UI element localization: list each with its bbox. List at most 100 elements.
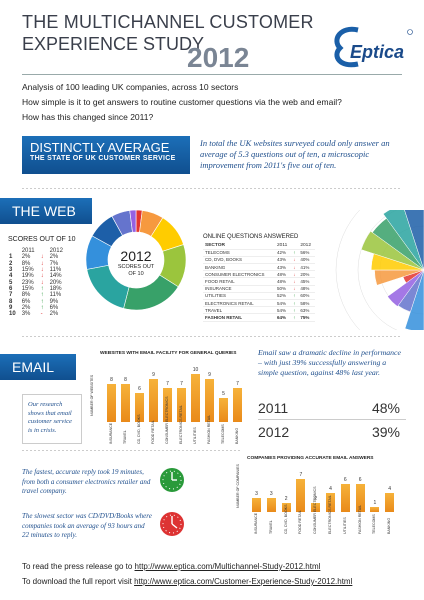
decline-note: Email saw a dramatic decline in performa…: [258, 348, 401, 377]
scores-cell-score: 3: [9, 267, 13, 274]
section-divider-2: [22, 336, 402, 337]
scores-cell-score: 4: [9, 273, 13, 280]
online-cell-arrow: ↑: [291, 249, 299, 257]
table-row: CONSUMER ELECTRONICS 48% ↓ 20%: [203, 270, 315, 279]
rose-slice-fashion-retail: [404, 210, 424, 271]
online-cell-2011: 50%: [275, 285, 292, 293]
bar-value-label: 8: [124, 376, 127, 383]
report-link[interactable]: http://www.eptica.com/Customer-Experienc…: [134, 577, 353, 586]
section-divider: [22, 188, 402, 189]
bar-value-label: 9: [208, 371, 211, 378]
online-cell-arrow: ↓: [291, 285, 299, 293]
scores-cell-2011: 15%: [21, 267, 34, 274]
bar-category-label: CONSUMER ELECTRONICS: [313, 486, 318, 534]
scores-cell-arrow: ↓: [40, 254, 44, 261]
scores-cell-arrow: -: [40, 311, 43, 318]
bar-value-label: 8: [110, 376, 113, 383]
online-cell-2012: 45%: [298, 277, 315, 286]
bar-category-label: ELECTRONICS RETAIL: [179, 405, 183, 444]
rose-slice-travel: [382, 210, 424, 271]
table-row: FASHION RETAIL 64% ↑ 75%: [203, 313, 315, 322]
online-cell-2012: 20%: [298, 270, 315, 279]
bar-category-label: TRAVEL: [123, 430, 127, 444]
bar-category-label: TELECOMS: [221, 424, 225, 444]
web-section-label: THE WEB: [12, 203, 76, 219]
bar-category-label: CD, DVD, BOOKS: [137, 414, 141, 444]
intro-line-2: How simple is it to get answers to routi…: [22, 97, 342, 107]
bar-category-label: FOOD RETAIL: [298, 510, 303, 534]
scores-donut-chart: [85, 209, 187, 311]
online-cell-arrow: ↓: [291, 256, 299, 265]
bar-category-label: ELECTRONICS RETAIL: [328, 495, 332, 534]
scores-cell-arrow: ↑: [40, 298, 44, 305]
bar-category-label: INSURANCE: [254, 512, 258, 534]
online-table: SECTOR 2011 2012 TELECOMS 42% ↑ 56% CD, DVD,…: [203, 242, 315, 322]
donut-slice-10: [129, 209, 137, 233]
intro-line-3: How has this changed since 2011?: [22, 112, 154, 122]
scores-cell-2011: 8%: [21, 292, 31, 299]
online-cell-sector: CONSUMER ELECTRONICS: [203, 270, 276, 279]
bar-category-label: FOOD RETAIL: [151, 420, 155, 444]
bar-value-label: 3: [269, 490, 273, 497]
scores-cell-arrow: ↓: [40, 260, 44, 267]
online-cell-2012: 58%: [298, 299, 315, 308]
scores-cell-2012: 6%: [49, 304, 59, 311]
research-note: Our research shows that email customer s…: [28, 401, 72, 434]
bar-category-label: UTILITIES: [342, 517, 347, 534]
table-row: 6 15% ↑ 18%: [6, 286, 66, 292]
clock-fast-icon: [160, 468, 184, 492]
bar-value-label: 5: [222, 391, 225, 397]
scores-cell-2012: 11%: [49, 267, 62, 274]
bar-category-label: FASHION RETAIL: [357, 504, 362, 534]
scores-cell-arrow: ↑: [40, 285, 44, 292]
scores-cell-2011: 23%: [21, 279, 34, 286]
table-row: TELECOMS 42% ↑ 56%: [203, 249, 315, 257]
rose-grid-ring: [357, 210, 398, 330]
bar-category-label: UTILITIES: [193, 427, 197, 444]
bar-telecoms: [219, 398, 228, 422]
bar-value-label: 7: [236, 381, 239, 388]
header-divider: [22, 74, 402, 75]
bar-cd-dvd-books: [281, 502, 291, 512]
online-cell-sector: CD, DVD, BOOKS: [203, 256, 276, 265]
online-cell-sector: UTILITIES: [203, 292, 276, 301]
press-link[interactable]: http://www.eptica.com/Multichannel-Study…: [134, 562, 321, 571]
online-cell-sector: INSURANCE: [203, 285, 276, 293]
scores-cell-2011: 15%: [21, 285, 34, 292]
online-cell-arrow: ↑: [291, 306, 299, 315]
online-cell-sector: TRAVEL: [203, 306, 276, 315]
scores-cell-2011: 8%: [21, 260, 31, 267]
bar-banking: [385, 493, 395, 512]
bar-food-retail: [149, 378, 158, 422]
online-cell-arrow: ↓: [291, 270, 299, 279]
scores-col-2012: 2012: [49, 248, 63, 255]
scores-title: SCORES OUT OF 10: [8, 236, 76, 243]
bar-cd-dvd-books: [135, 393, 144, 422]
online-cell-2011: 48%: [275, 270, 292, 279]
bar-value-label: 7: [299, 471, 303, 478]
online-cell-arrow: ↑: [291, 292, 299, 301]
intro-line-1: Analysis of 100 leading UK companies, ac…: [22, 82, 239, 92]
bar-food-retail: [296, 478, 306, 512]
bar-category-label: TRAVEL: [268, 520, 273, 534]
rose-slice-utilities: [360, 230, 424, 271]
online-title: ONLINE QUESTIONS ANSWERED: [203, 234, 299, 240]
bar-banking: [233, 388, 242, 422]
online-cell-arrow: ↑: [291, 299, 299, 308]
table-row: 1 2% ↓ 2%: [6, 254, 66, 260]
online-cell-2012: 41%: [298, 263, 315, 272]
table-row: 10 3% -2%: [6, 311, 66, 317]
bar-value-label: 9: [152, 371, 155, 378]
chart2-plot: 3 INSURANCE 3 TRAVEL 2 CD, DVD, BOOKS 7 FOOD RE…: [250, 468, 398, 534]
scores-cell-score: 6: [9, 285, 13, 292]
bar-value-label: 7: [166, 381, 169, 388]
clock-slow-icon: [160, 512, 184, 536]
scores-cell-2012: 7%: [49, 260, 59, 267]
online-header-row: SECTOR 2011 2012: [203, 242, 315, 250]
slowest-note: The slowest sector was CD/DVD/Books wher…: [22, 512, 152, 539]
scores-cell-2012: 18%: [49, 285, 62, 292]
email-section-bar: EMAIL: [0, 354, 76, 380]
rose-grid-ring: [335, 210, 360, 330]
bar-value-label: 6: [358, 476, 362, 483]
scores-cell-arrow: ↓: [40, 267, 44, 274]
